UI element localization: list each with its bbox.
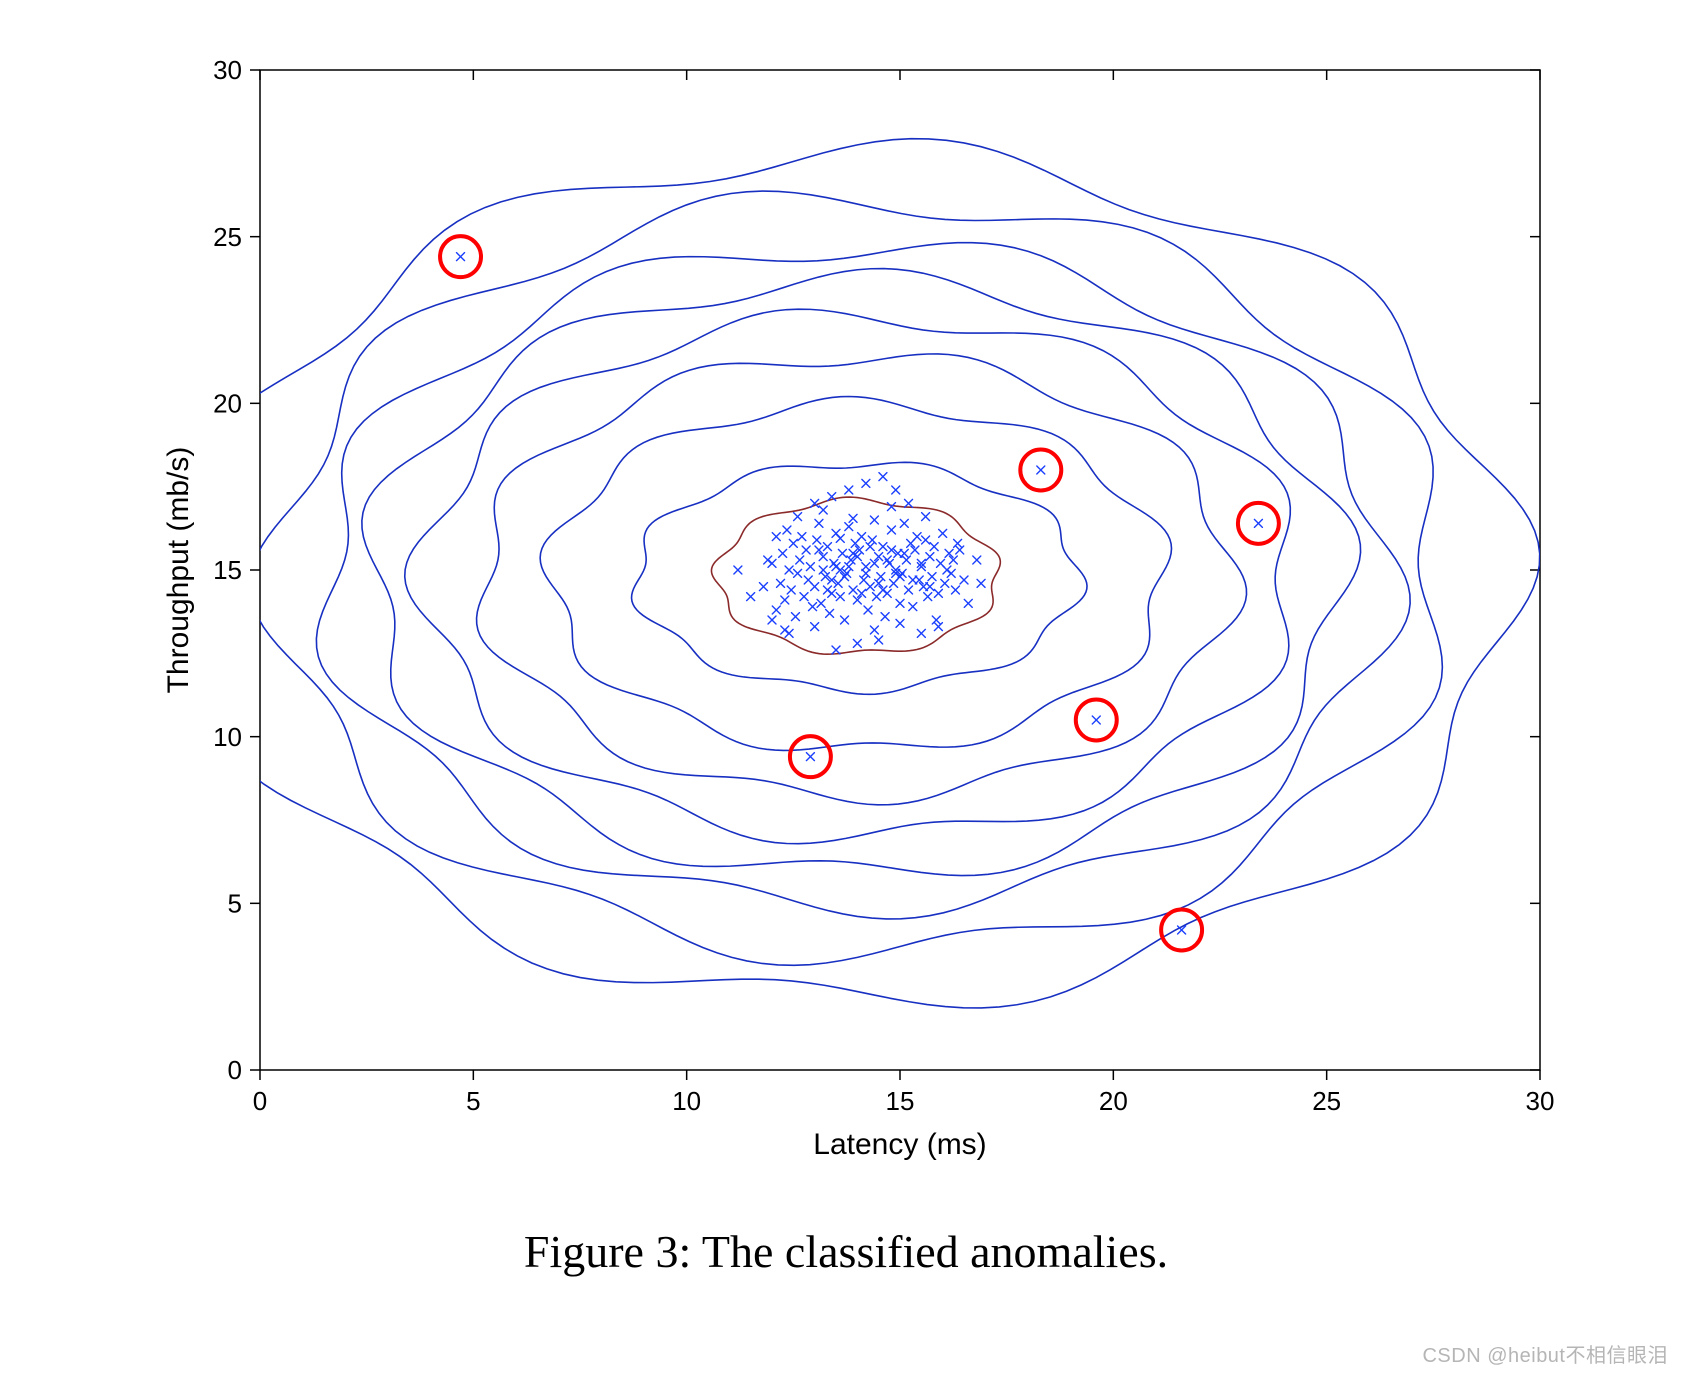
- page-root: 0 5 10 15 20 25 30 0 5 10 15 20 25 30 Latency (ms) Thro…: [0, 0, 1692, 1382]
- svg-text:5: 5: [466, 1086, 480, 1116]
- anomaly-scatter-chart: 0 5 10 15 20 25 30 0 5 10 15 20 25 30 Latency (ms) Thro…: [100, 30, 1592, 1190]
- svg-text:Latency (ms): Latency (ms): [813, 1128, 986, 1161]
- svg-text:0: 0: [253, 1086, 267, 1116]
- svg-text:Throughput (mb/s): Throughput (mb/s): [162, 447, 195, 694]
- svg-text:25: 25: [213, 222, 242, 252]
- figure-caption: Figure 3: The classified anomalies.: [0, 1225, 1692, 1278]
- svg-text:30: 30: [1526, 1086, 1555, 1116]
- svg-text:25: 25: [1312, 1086, 1341, 1116]
- svg-text:20: 20: [213, 388, 242, 418]
- svg-text:20: 20: [1099, 1086, 1128, 1116]
- svg-text:15: 15: [886, 1086, 915, 1116]
- svg-text:15: 15: [213, 555, 242, 585]
- watermark-text: CSDN @heibut不相信眼泪: [1422, 1339, 1668, 1368]
- svg-text:5: 5: [228, 888, 242, 918]
- svg-text:0: 0: [228, 1055, 242, 1085]
- svg-text:10: 10: [213, 722, 242, 752]
- svg-text:30: 30: [213, 55, 242, 85]
- svg-text:10: 10: [672, 1086, 701, 1116]
- chart-container: 0 5 10 15 20 25 30 0 5 10 15 20 25 30 Latency (ms) Thro…: [100, 30, 1592, 1190]
